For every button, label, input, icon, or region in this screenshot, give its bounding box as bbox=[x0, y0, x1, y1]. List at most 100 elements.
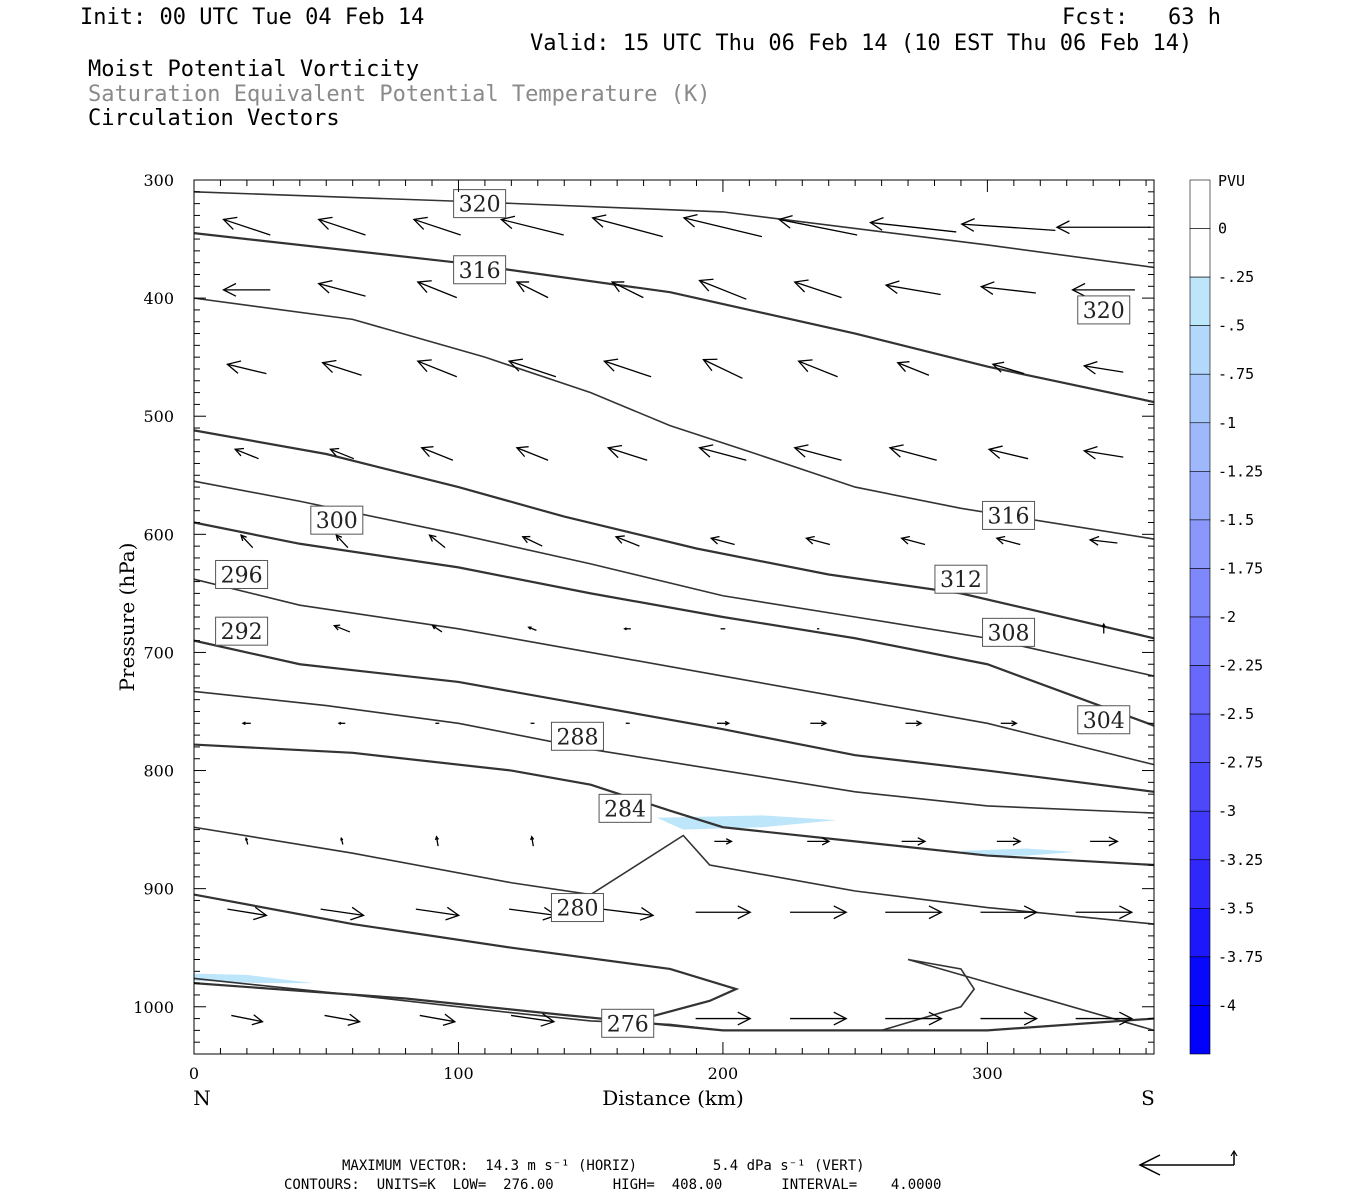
vector-arrow-4-5 bbox=[709, 535, 735, 546]
svg-text:276: 276 bbox=[607, 1012, 649, 1037]
vector-arrow-8-6 bbox=[790, 905, 848, 920]
vector-arrow-9-5 bbox=[695, 1011, 752, 1026]
contour-label-316: 316 bbox=[453, 255, 507, 285]
colorbar-swatch-13 bbox=[1189, 810, 1211, 861]
colorbar-label-9: -2.25 bbox=[1218, 657, 1263, 675]
vector-arrow-3-7 bbox=[888, 444, 937, 461]
field-title-vectors: Circulation Vectors bbox=[88, 106, 340, 131]
vector-arrow-0-8 bbox=[960, 218, 1056, 232]
vector-arrow-3-2 bbox=[420, 446, 454, 461]
contour-label-320: 320 bbox=[453, 189, 507, 219]
colorbar-swatch-11 bbox=[1189, 713, 1211, 763]
vector-arrow-4-2 bbox=[428, 534, 446, 549]
colorbar-swatch-0 bbox=[1189, 179, 1211, 229]
colorbar-label-0: 0 bbox=[1218, 220, 1227, 238]
svg-text:280: 280 bbox=[556, 897, 598, 922]
vector-arrow-2-6 bbox=[797, 359, 838, 378]
vector-arrow-8-0 bbox=[227, 906, 268, 921]
contour-line-292 bbox=[193, 743, 1155, 867]
vector-arrow-6-0 bbox=[241, 721, 251, 726]
colorbar-swatch-5 bbox=[1189, 422, 1211, 472]
vector-arrow-3-1 bbox=[329, 447, 355, 460]
svg-text:320: 320 bbox=[1083, 299, 1125, 324]
svg-text:288: 288 bbox=[556, 725, 598, 750]
vector-arrow-1-8 bbox=[979, 281, 1036, 295]
svg-text:296: 296 bbox=[221, 563, 263, 588]
field-title-mpv: Moist Potential Vorticity bbox=[88, 57, 420, 82]
vector-arrow-7-9 bbox=[1090, 836, 1119, 847]
vector-arrow-4-0 bbox=[240, 534, 254, 549]
y-tick-label-500: 500 bbox=[143, 407, 174, 426]
vector-arrow-2-2 bbox=[416, 359, 458, 378]
vector-arrow-1-5 bbox=[698, 278, 747, 300]
vector-arrow-0-7 bbox=[869, 216, 957, 233]
vector-arrow-8-8 bbox=[980, 905, 1039, 920]
x-axis-label: Distance (km) bbox=[602, 1086, 744, 1110]
contour-line-300 bbox=[193, 639, 1155, 793]
vector-arrow-6-5 bbox=[717, 720, 731, 726]
vector-arrow-2-3 bbox=[507, 358, 557, 378]
contour-line-320 bbox=[193, 232, 1155, 404]
colorbar-swatch-14 bbox=[1189, 859, 1211, 909]
vector-arrow-3-9 bbox=[1082, 446, 1124, 460]
vector-arrow-1-9 bbox=[1071, 282, 1135, 297]
vector-arrow-9-8 bbox=[980, 1011, 1039, 1026]
max-vector-note: MAXIMUM VECTOR: 14.3 m s⁻¹ (HORIZ) 5.4 d… bbox=[342, 1158, 865, 1174]
vector-arrow-0-4 bbox=[591, 214, 663, 238]
vector-arrow-0-0 bbox=[222, 216, 271, 236]
colorbar-swatch-7 bbox=[1189, 519, 1211, 569]
contour-line-284 bbox=[193, 893, 740, 1026]
axis-ticks: 0 100 200 300 300 400 500 600 700 800 900 1000 bbox=[133, 171, 1154, 1083]
vector-arrow-8-7 bbox=[885, 905, 943, 920]
y-tick-label-800: 800 bbox=[143, 762, 174, 781]
vector-arrow-2-1 bbox=[321, 359, 362, 376]
vector-arrow-1-7 bbox=[884, 280, 941, 296]
vector-arrow-0-5 bbox=[682, 213, 763, 238]
contour-label-280: 280 bbox=[550, 893, 604, 923]
vector-arrow-4-9 bbox=[1088, 535, 1118, 546]
pv-colorbar: PVU 0 -.25 -.5 -.75 -1 -1.25 -1.5 -1.75 -2 -2.25 -2… bbox=[1189, 172, 1263, 1055]
svg-text:320: 320 bbox=[459, 193, 501, 218]
vector-arrow-9-2 bbox=[419, 1013, 457, 1026]
vector-arrow-2-9 bbox=[1082, 360, 1124, 375]
svg-text:284: 284 bbox=[604, 797, 646, 822]
vector-arrow-9-7 bbox=[885, 1011, 943, 1026]
svg-text:304: 304 bbox=[1083, 709, 1125, 734]
colorbar-label-10: -2.5 bbox=[1218, 705, 1254, 723]
colorbar-label-6: -1.5 bbox=[1218, 511, 1254, 529]
vector-arrow-3-6 bbox=[793, 444, 842, 461]
contour-info: CONTOURS: UNITS=K LOW= 276.00 HIGH= 408.… bbox=[284, 1177, 942, 1193]
vector-arrow-2-5 bbox=[702, 358, 743, 379]
theta-contours bbox=[193, 191, 1155, 1032]
vector-arrow-0-6 bbox=[777, 215, 858, 236]
vector-arrow-3-3 bbox=[515, 446, 549, 461]
colorbar-swatch-16 bbox=[1189, 956, 1211, 1006]
y-tick-label-700: 700 bbox=[143, 643, 174, 662]
colorbar-label-12: -3 bbox=[1218, 802, 1236, 820]
vector-arrow-4-8 bbox=[995, 535, 1021, 546]
vector-arrow-7-3 bbox=[530, 835, 535, 847]
x-tick-label-100: 100 bbox=[443, 1064, 474, 1083]
reference-vector-icon bbox=[1138, 1149, 1238, 1176]
colorbar-label-3: -.75 bbox=[1218, 365, 1254, 383]
valid-time: Valid: 15 UTC Thu 06 Feb 14 (10 EST Thu … bbox=[530, 31, 1193, 56]
vector-arrow-1-0 bbox=[222, 282, 271, 297]
vector-arrow-9-9 bbox=[1075, 1011, 1134, 1026]
vector-arrow-7-6 bbox=[807, 837, 831, 846]
colorbar-label-11: -2.75 bbox=[1218, 754, 1263, 772]
vector-arrow-5-2 bbox=[431, 624, 443, 633]
colorbar-swatch-15 bbox=[1189, 908, 1211, 958]
vector-arrow-6-1 bbox=[337, 721, 346, 725]
contour-label-304: 304 bbox=[1077, 705, 1131, 735]
colorbar-title: PVU bbox=[1218, 172, 1245, 190]
y-axis-label: Pressure (hPa) bbox=[115, 543, 139, 692]
vector-arrow-5-4 bbox=[623, 627, 631, 631]
x-tick-label-200: 200 bbox=[708, 1064, 739, 1083]
colorbar-label-7: -1.75 bbox=[1218, 559, 1263, 577]
vector-arrow-8-5 bbox=[695, 905, 752, 920]
vector-arrow-3-4 bbox=[606, 444, 648, 461]
vector-arrow-5-1 bbox=[332, 624, 351, 633]
x-tick-label-0: 0 bbox=[189, 1064, 199, 1083]
vector-arrow-9-6 bbox=[790, 1011, 848, 1026]
